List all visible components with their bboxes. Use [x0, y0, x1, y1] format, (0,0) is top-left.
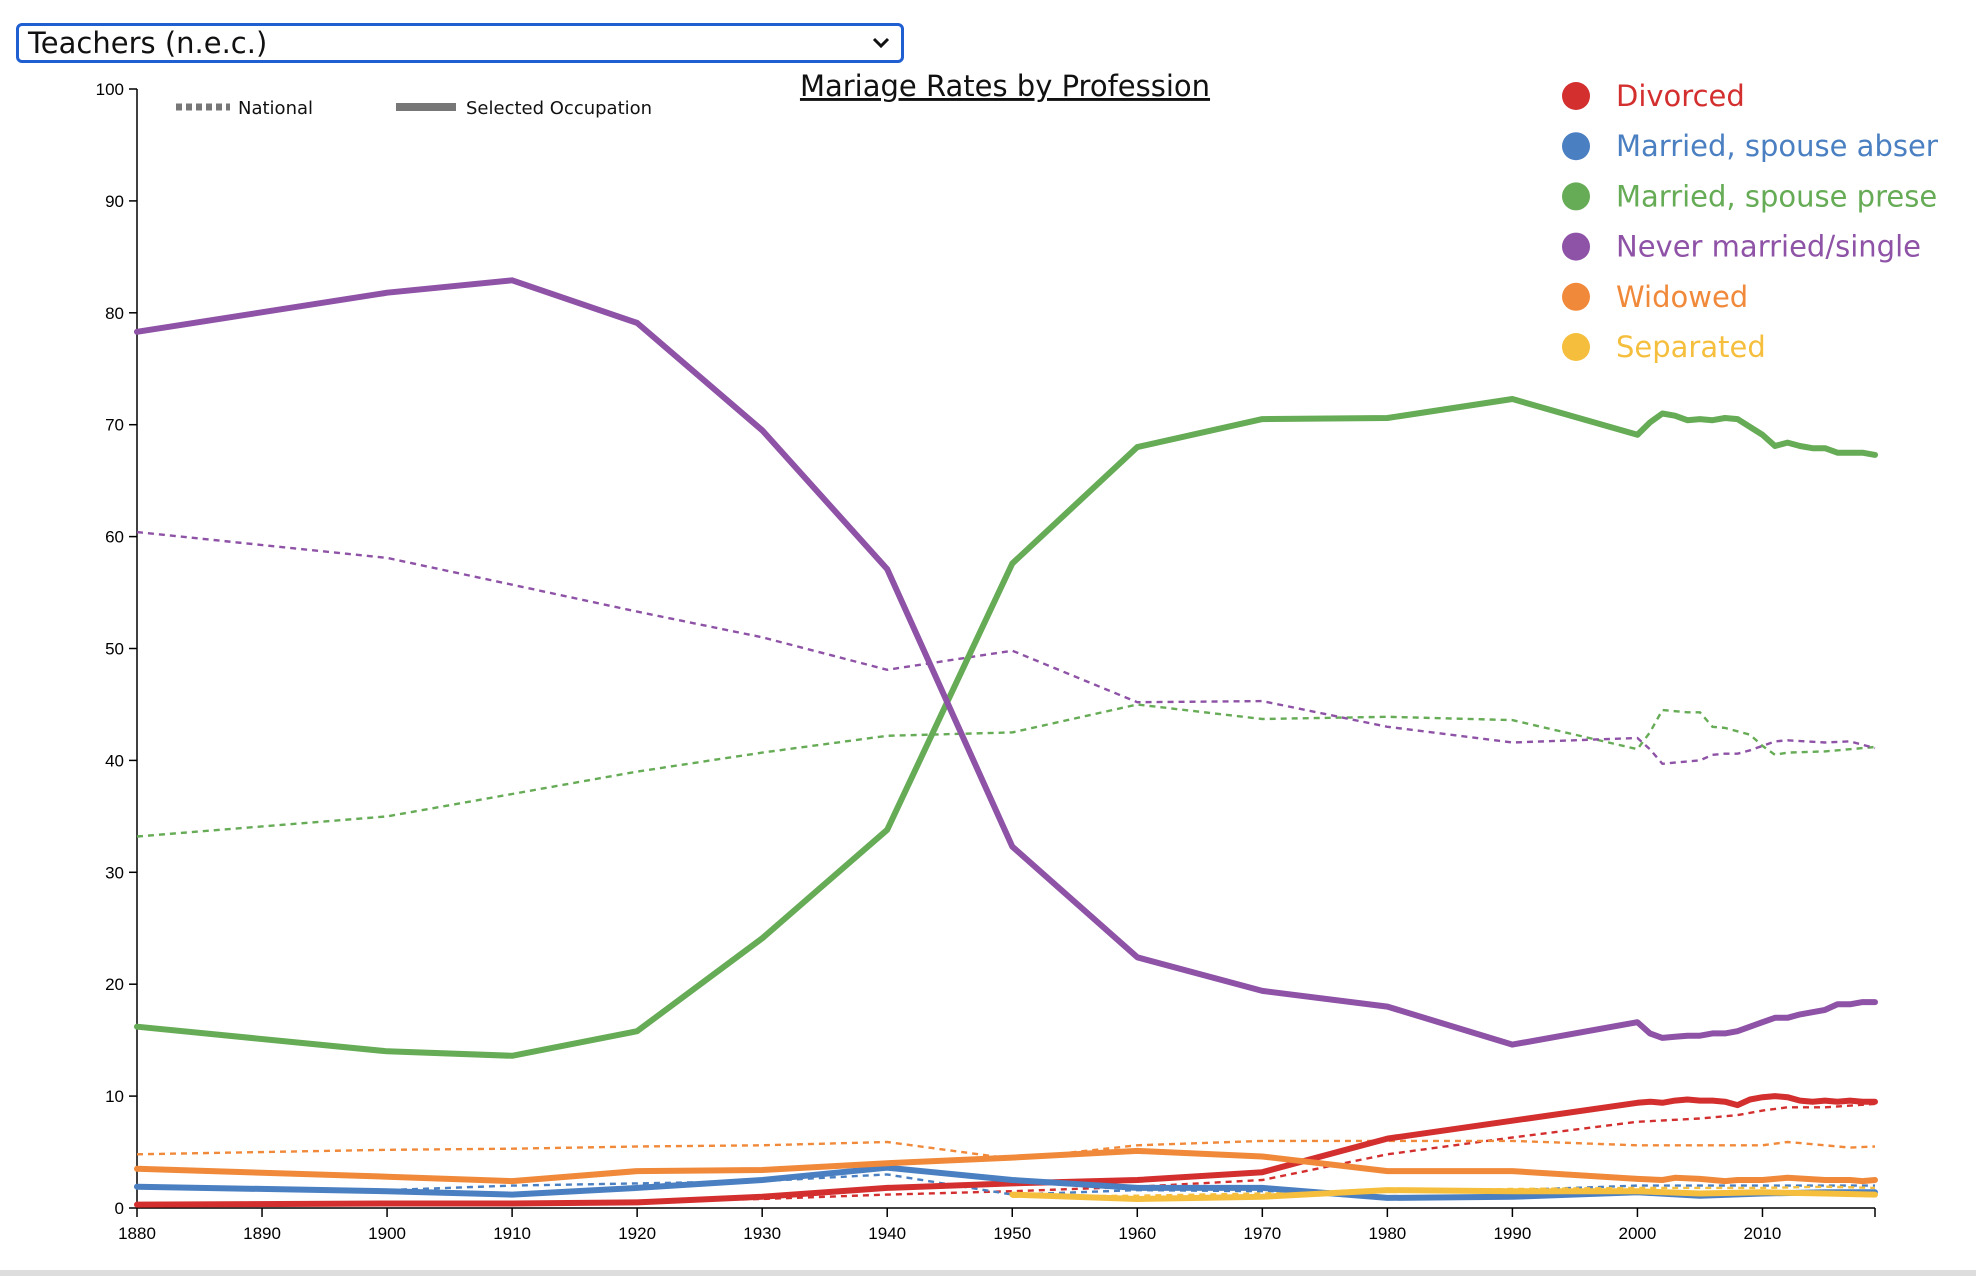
selected-line-never-married-single: [134, 277, 1878, 1048]
line-style-legend-item: Selected Occupation: [396, 98, 652, 119]
legend-label: Never married/single: [1616, 230, 1921, 264]
color-legend: Divorced Married, spouse absent Married, s…: [1562, 79, 1967, 364]
line-style-legend: National Selected Occupation: [176, 98, 652, 119]
x-tick-label: 1960: [1118, 1224, 1156, 1243]
legend-color-dot: [1562, 182, 1590, 211]
x-tick-label: 1950: [993, 1224, 1031, 1243]
page-bottom-border: [0, 1270, 1976, 1276]
x-tick-label: 2000: [1619, 1224, 1657, 1243]
x-tick: 1950: [993, 1208, 1031, 1243]
chevron-down-icon[interactable]: [861, 23, 901, 63]
line-style-legend-item: National: [176, 98, 313, 119]
x-tick-label: 1900: [368, 1224, 406, 1243]
x-tick-label: 1890: [243, 1224, 281, 1243]
selected-line-separated: [1009, 1187, 1878, 1202]
y-tick: 30: [105, 863, 137, 882]
x-tick: 2000: [1619, 1208, 1657, 1243]
y-tick-label: 20: [105, 975, 124, 994]
x-tick-label: 1990: [1493, 1224, 1531, 1243]
national-line-never-married-single: [136, 530, 1876, 766]
y-tick: 80: [105, 304, 137, 323]
x-tick-label: 1930: [743, 1224, 781, 1243]
x-tick: 1890: [243, 1208, 281, 1243]
legend-color-dot: [1562, 82, 1590, 110]
legend-label: Divorced: [1616, 79, 1745, 113]
y-tick-label: 60: [105, 528, 124, 547]
x-tick: 1920: [618, 1208, 656, 1243]
y-tick-label: 50: [105, 640, 124, 659]
y-tick-label: 40: [105, 751, 124, 770]
y-tick-label: 100: [96, 80, 124, 99]
x-tick: 1910: [493, 1208, 531, 1243]
legend-color-dot: [1562, 132, 1590, 161]
y-tick: 60: [105, 528, 137, 547]
y-tick-label: 10: [105, 1087, 124, 1106]
series-lines: [134, 277, 1878, 1208]
national-line-married-spouse-present: [136, 703, 1876, 838]
x-tick: 1880: [118, 1208, 156, 1243]
color-legend-items: Divorced Married, spouse absent Married, s…: [1562, 79, 1967, 364]
x-tick-label: 1940: [868, 1224, 906, 1243]
x-tick: 1980: [1368, 1208, 1406, 1243]
selected-line-widowed: [134, 1147, 1878, 1185]
line-style-label: Selected Occupation: [466, 98, 652, 119]
legend-item[interactable]: Divorced: [1562, 79, 1745, 113]
y-tick: 50: [105, 640, 137, 659]
x-tick-label: 1980: [1368, 1224, 1406, 1243]
legend-label: Married, spouse absent: [1616, 129, 1956, 163]
x-tick-label: 1970: [1243, 1224, 1281, 1243]
legend-label: Married, spouse present: [1616, 179, 1967, 213]
x-tick: 1970: [1243, 1208, 1281, 1243]
x-tick-label: 2010: [1744, 1224, 1782, 1243]
x-tick: 1940: [868, 1208, 906, 1243]
x-tick: 1900: [368, 1208, 406, 1243]
y-tick-label: 90: [105, 192, 124, 211]
national-line-divorced: [136, 1102, 1876, 1206]
y-tick: 70: [105, 416, 137, 435]
y-tick: 10: [105, 1087, 137, 1106]
y-tick: 0: [115, 1199, 137, 1218]
y-tick-label: 30: [105, 863, 124, 882]
chart-title: Mariage Rates by Profession: [800, 69, 1210, 103]
y-tick: 20: [105, 975, 137, 994]
legend-item[interactable]: Separated: [1562, 330, 1766, 364]
x-tick: 2010: [1744, 1208, 1782, 1243]
legend-item[interactable]: Married, spouse present: [1562, 179, 1967, 213]
y-tick-label: 0: [115, 1199, 124, 1218]
legend-item[interactable]: Never married/single: [1562, 230, 1921, 264]
occupation-dropdown-value: Teachers (n.e.c.): [28, 26, 268, 60]
legend-color-dot: [1562, 333, 1590, 361]
x-tick: 1960: [1118, 1208, 1156, 1243]
national-line-widowed: [136, 1139, 1876, 1161]
y-tick: 90: [105, 192, 137, 211]
legend-color-dot: [1562, 282, 1590, 311]
legend-item[interactable]: Widowed: [1562, 280, 1748, 314]
y-tick: 40: [105, 751, 137, 770]
x-tick-label: 1910: [493, 1224, 531, 1243]
y-tick-label: 70: [105, 416, 124, 435]
y-tick-label: 80: [105, 304, 124, 323]
legend-color-dot: [1562, 232, 1590, 261]
legend-label: Widowed: [1616, 280, 1748, 314]
national-line-married-spouse-absent: [136, 1173, 1875, 1196]
x-tick-label: 1880: [118, 1224, 156, 1243]
x-tick: 1990: [1493, 1208, 1531, 1243]
y-tick: 100: [96, 80, 137, 99]
occupation-dropdown[interactable]: Teachers (n.e.c.): [16, 23, 904, 63]
line-style-label: National: [238, 98, 313, 119]
legend-label: Separated: [1616, 330, 1766, 364]
legend-item[interactable]: Married, spouse absent: [1562, 129, 1956, 163]
selected-line-divorced: [134, 1093, 1878, 1208]
selected-line-married-spouse-present: [134, 396, 1878, 1059]
axes: 0 10 20 30 40 50 60 70 80 90 100 1880 1890 1900 1910 19…: [96, 80, 1876, 1243]
x-tick: 1930: [743, 1208, 781, 1243]
x-tick-label: 1920: [618, 1224, 656, 1243]
